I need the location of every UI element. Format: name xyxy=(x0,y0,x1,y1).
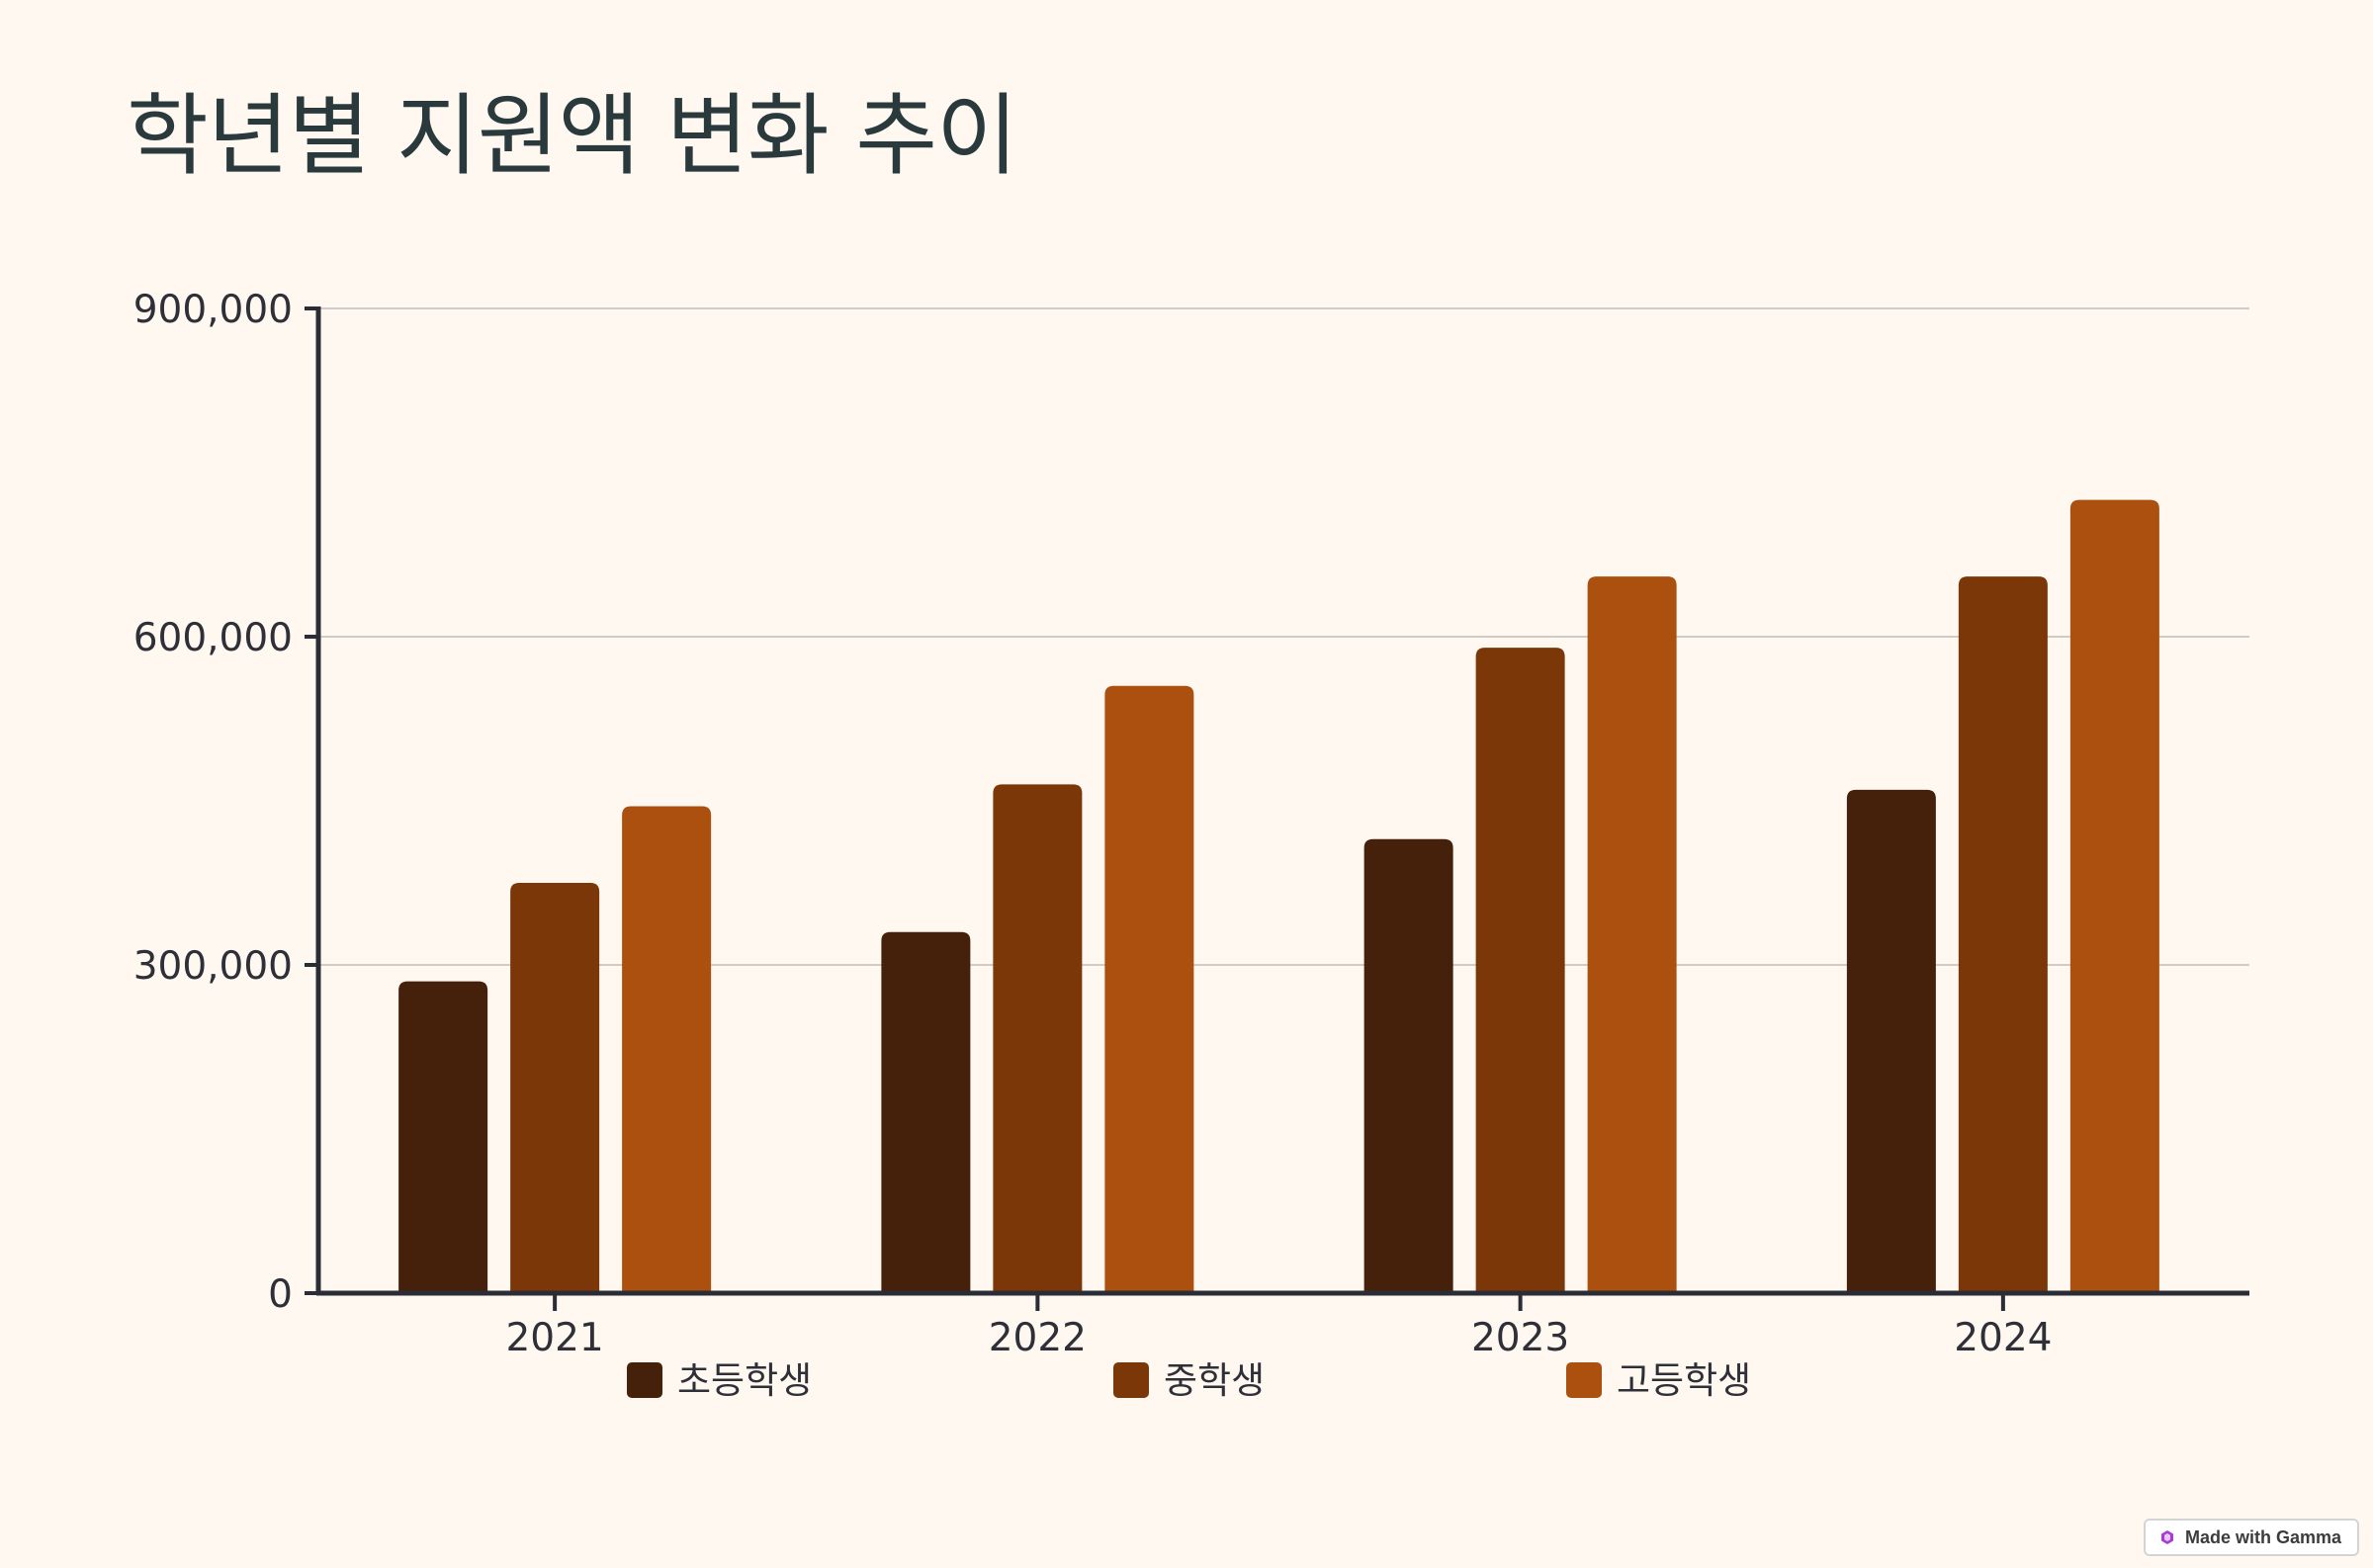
x-tick-label: 2021 xyxy=(505,1316,603,1360)
bar-고등학생-2024 xyxy=(2070,500,2159,1293)
y-tick-label: 900,000 xyxy=(133,288,293,332)
x-tick-label: 2022 xyxy=(989,1316,1087,1360)
bar-초등학생-2021 xyxy=(398,982,487,1293)
bar-고등학생-2023 xyxy=(1588,576,1677,1293)
y-tick-label: 300,000 xyxy=(133,944,293,989)
y-tick-label: 0 xyxy=(268,1272,293,1317)
bar-초등학생-2023 xyxy=(1364,839,1453,1293)
bars xyxy=(398,500,2159,1293)
legend-swatch-초등학생 xyxy=(627,1362,662,1398)
bar-초등학생-2024 xyxy=(1847,790,1936,1293)
legend-swatch-고등학생 xyxy=(1566,1362,1602,1398)
legend-label-중학생: 중학생 xyxy=(1164,1359,1265,1402)
x-tick-label: 2023 xyxy=(1471,1316,1569,1360)
bar-중학생-2021 xyxy=(510,883,599,1293)
legend-label-초등학생: 초등학생 xyxy=(677,1359,812,1402)
bar-중학생-2022 xyxy=(993,784,1082,1293)
bar-중학생-2023 xyxy=(1476,648,1565,1293)
bar-고등학생-2022 xyxy=(1104,686,1193,1293)
bar-중학생-2024 xyxy=(1959,576,2048,1293)
bar-고등학생-2021 xyxy=(622,807,711,1293)
made-with-gamma-badge[interactable]: Made with Gamma xyxy=(2144,1519,2359,1556)
bar-초등학생-2022 xyxy=(881,932,970,1293)
x-tick-label: 2024 xyxy=(1954,1316,2052,1360)
gamma-logo-icon xyxy=(2159,1529,2175,1545)
legend: 초등학생 중학생 고등학생 xyxy=(627,1359,1751,1402)
legend-label-고등학생: 고등학생 xyxy=(1617,1359,1751,1402)
badge-label: Made with Gamma xyxy=(2185,1527,2341,1548)
legend-swatch-중학생 xyxy=(1113,1362,1149,1398)
y-tick-label: 600,000 xyxy=(133,616,293,660)
